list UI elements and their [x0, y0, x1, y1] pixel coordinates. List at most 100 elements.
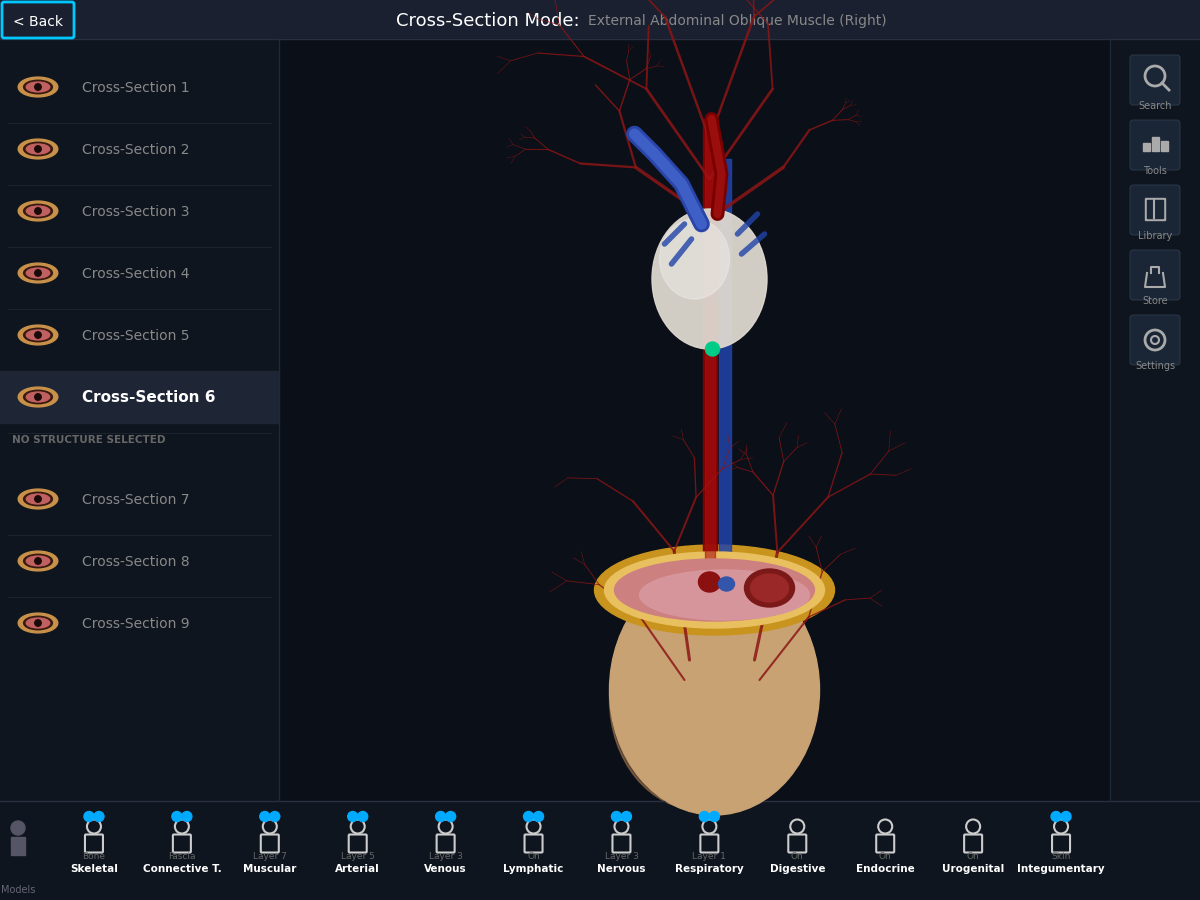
- Ellipse shape: [24, 616, 53, 630]
- Bar: [0, 39, 278, 900]
- Ellipse shape: [26, 144, 49, 154]
- Text: Tools: Tools: [1144, 166, 1166, 176]
- Text: External Abdominal Oblique Muscle (Right): External Abdominal Oblique Muscle (Right…: [588, 14, 887, 28]
- Bar: [1145, 198, 1165, 220]
- Ellipse shape: [26, 556, 49, 566]
- Circle shape: [436, 812, 445, 822]
- FancyBboxPatch shape: [1130, 250, 1180, 300]
- Ellipse shape: [610, 590, 790, 810]
- Circle shape: [259, 812, 270, 822]
- Text: Fascia: Fascia: [168, 852, 196, 861]
- Bar: [1142, 143, 1150, 151]
- Circle shape: [84, 812, 94, 822]
- Ellipse shape: [18, 325, 58, 345]
- Text: Nervous: Nervous: [598, 863, 646, 874]
- Ellipse shape: [24, 328, 53, 342]
- Text: NO STRUCTURE SELECTED: NO STRUCTURE SELECTED: [12, 435, 166, 445]
- Circle shape: [11, 821, 25, 835]
- Text: Layer 3: Layer 3: [605, 852, 638, 861]
- Text: On: On: [967, 852, 979, 861]
- Bar: [1152, 137, 1159, 151]
- Circle shape: [622, 812, 631, 822]
- Ellipse shape: [652, 209, 767, 349]
- Ellipse shape: [24, 80, 53, 94]
- Ellipse shape: [18, 489, 58, 508]
- Ellipse shape: [605, 552, 824, 628]
- Text: Library: Library: [1138, 231, 1172, 241]
- Text: Muscular: Muscular: [244, 863, 296, 874]
- Circle shape: [172, 812, 182, 822]
- Ellipse shape: [18, 551, 58, 571]
- Ellipse shape: [24, 204, 53, 218]
- Ellipse shape: [26, 82, 49, 92]
- Ellipse shape: [744, 569, 794, 607]
- Ellipse shape: [26, 206, 49, 216]
- Bar: [0, 801, 1200, 900]
- Ellipse shape: [640, 570, 810, 620]
- Circle shape: [358, 812, 367, 822]
- Text: Layer 7: Layer 7: [253, 852, 287, 861]
- Text: Cross-Section 2: Cross-Section 2: [82, 143, 190, 157]
- Text: On: On: [527, 852, 540, 861]
- FancyBboxPatch shape: [1130, 55, 1180, 105]
- Text: Cross-Section 3: Cross-Section 3: [82, 205, 190, 219]
- Ellipse shape: [26, 392, 49, 402]
- Text: Integumentary: Integumentary: [1018, 863, 1105, 874]
- Ellipse shape: [698, 572, 720, 592]
- Circle shape: [94, 812, 104, 822]
- Text: Lymphatic: Lymphatic: [503, 863, 564, 874]
- Circle shape: [523, 812, 534, 822]
- Ellipse shape: [719, 577, 734, 591]
- Text: Cross-Section 1: Cross-Section 1: [82, 81, 190, 95]
- Text: Cross-Section 4: Cross-Section 4: [82, 267, 190, 281]
- Circle shape: [35, 146, 41, 152]
- Ellipse shape: [18, 613, 58, 633]
- FancyBboxPatch shape: [1130, 120, 1180, 170]
- Circle shape: [35, 332, 41, 338]
- Circle shape: [35, 496, 41, 502]
- Bar: [0, 0, 1200, 39]
- Text: Cross-Section 6: Cross-Section 6: [82, 391, 216, 406]
- Circle shape: [700, 812, 709, 822]
- Text: Settings: Settings: [1135, 361, 1175, 371]
- Ellipse shape: [24, 391, 53, 404]
- Text: Layer 5: Layer 5: [341, 852, 374, 861]
- Circle shape: [445, 812, 456, 822]
- Ellipse shape: [18, 140, 58, 159]
- Text: Respiratory: Respiratory: [676, 863, 744, 874]
- Circle shape: [35, 620, 41, 626]
- Ellipse shape: [26, 618, 49, 628]
- Text: On: On: [791, 852, 804, 861]
- Text: Search: Search: [1139, 101, 1171, 111]
- Ellipse shape: [24, 554, 53, 568]
- Text: Skin: Skin: [1051, 852, 1070, 861]
- Circle shape: [35, 208, 41, 214]
- FancyBboxPatch shape: [2, 2, 74, 38]
- Text: Endocrine: Endocrine: [856, 863, 914, 874]
- Circle shape: [612, 812, 622, 822]
- Ellipse shape: [610, 565, 820, 815]
- Circle shape: [182, 812, 192, 822]
- Text: Cross-Section 8: Cross-Section 8: [82, 555, 190, 569]
- Text: Arterial: Arterial: [335, 863, 380, 874]
- Circle shape: [35, 84, 41, 90]
- Ellipse shape: [24, 266, 53, 280]
- Text: Models: Models: [1, 885, 35, 895]
- Text: Urogenital: Urogenital: [942, 863, 1004, 874]
- Ellipse shape: [26, 494, 49, 504]
- FancyBboxPatch shape: [1130, 185, 1180, 235]
- Ellipse shape: [18, 77, 58, 97]
- Text: Venous: Venous: [425, 863, 467, 874]
- Ellipse shape: [750, 574, 788, 602]
- Bar: [1147, 200, 1163, 218]
- Text: Skeletal: Skeletal: [70, 863, 118, 874]
- Text: Layer 3: Layer 3: [428, 852, 462, 861]
- Text: Connective T.: Connective T.: [143, 863, 221, 874]
- Bar: [1110, 39, 1200, 801]
- Text: Layer 1: Layer 1: [692, 852, 726, 861]
- Bar: [11, 837, 25, 855]
- Circle shape: [1061, 812, 1072, 822]
- Text: Cross-Section Mode:: Cross-Section Mode:: [396, 12, 580, 30]
- Circle shape: [35, 270, 41, 276]
- Ellipse shape: [24, 142, 53, 156]
